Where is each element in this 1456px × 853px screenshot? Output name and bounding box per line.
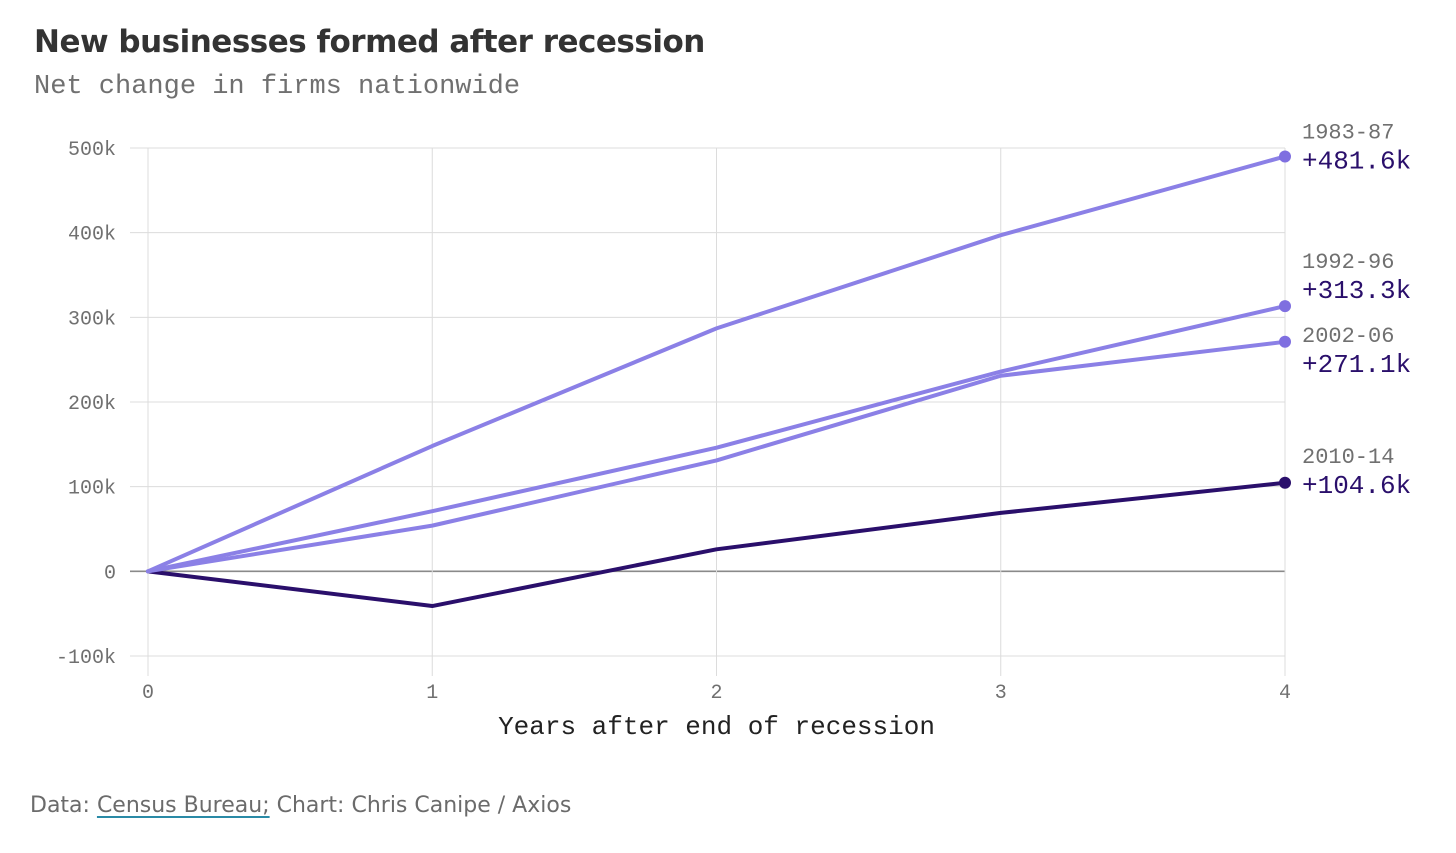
x-tick-label: 2 [710, 682, 722, 705]
y-tick-label: 100k [68, 478, 116, 501]
series-end-point-2002-06 [1279, 335, 1291, 348]
x-tick-label: 1 [426, 682, 438, 705]
footer-credit: Chart: Chris Canipe / Axios [269, 793, 572, 818]
grid-lines [130, 147, 1286, 676]
source-link[interactable]: Census Bureau; [96, 793, 270, 818]
y-tick-label: 0 [104, 562, 116, 585]
y-tick-label: 200k [68, 393, 116, 416]
series-name-label: 1983-87 [1302, 120, 1394, 145]
series-end-point-1983-87 [1279, 150, 1291, 163]
y-tick-label: -100k [56, 647, 116, 670]
y-tick-label: 400k [68, 224, 116, 247]
series-value-label: +313.3k [1302, 276, 1411, 306]
series-end-labels: 2010-14+104.6k 2002-06+271.1k 1992-96+313.… [1302, 120, 1411, 500]
y-tick-label: 300k [68, 308, 116, 331]
x-tick-label: 0 [142, 682, 154, 705]
series-end-point-1992-96 [1279, 300, 1291, 313]
x-tick-label: 3 [995, 682, 1007, 705]
series-value-label: +104.6k [1302, 471, 1411, 501]
line-chart: -100k 0 100k 200k 300k 400k 500k 0 1 2 3 4 2010-14… [56, 120, 1411, 742]
series-name-label: 1992-96 [1302, 250, 1394, 275]
footer-prefix: Data: [30, 793, 97, 818]
series-value-label: +481.6k [1302, 146, 1411, 176]
y-tick-label: 500k [68, 139, 116, 162]
series-line-2010-14 [146, 480, 1287, 609]
series-name-label: 2010-14 [1302, 445, 1394, 470]
series-lines [146, 150, 1291, 609]
series-value-label: +271.1k [1302, 350, 1411, 380]
chart-subtitle: Net change in firms nationwide [34, 72, 521, 102]
series-name-label: 2002-06 [1302, 324, 1394, 349]
x-axis-ticks: 0 1 2 3 4 [142, 682, 1291, 705]
series-line-1983-87 [146, 154, 1287, 574]
chart-title: New businesses formed after recession [34, 24, 705, 60]
x-axis-label: Years after end of recession [498, 712, 935, 742]
series-end-point-2010-14 [1279, 476, 1291, 489]
x-tick-label: 4 [1279, 682, 1291, 705]
y-axis-ticks: -100k 0 100k 200k 300k 400k 500k [56, 139, 116, 670]
series-line-1992-96 [146, 304, 1287, 574]
series-line-2002-06 [146, 339, 1287, 574]
chart-footer: Data: Census Bureau; Chart: Chris Canipe… [30, 793, 571, 818]
